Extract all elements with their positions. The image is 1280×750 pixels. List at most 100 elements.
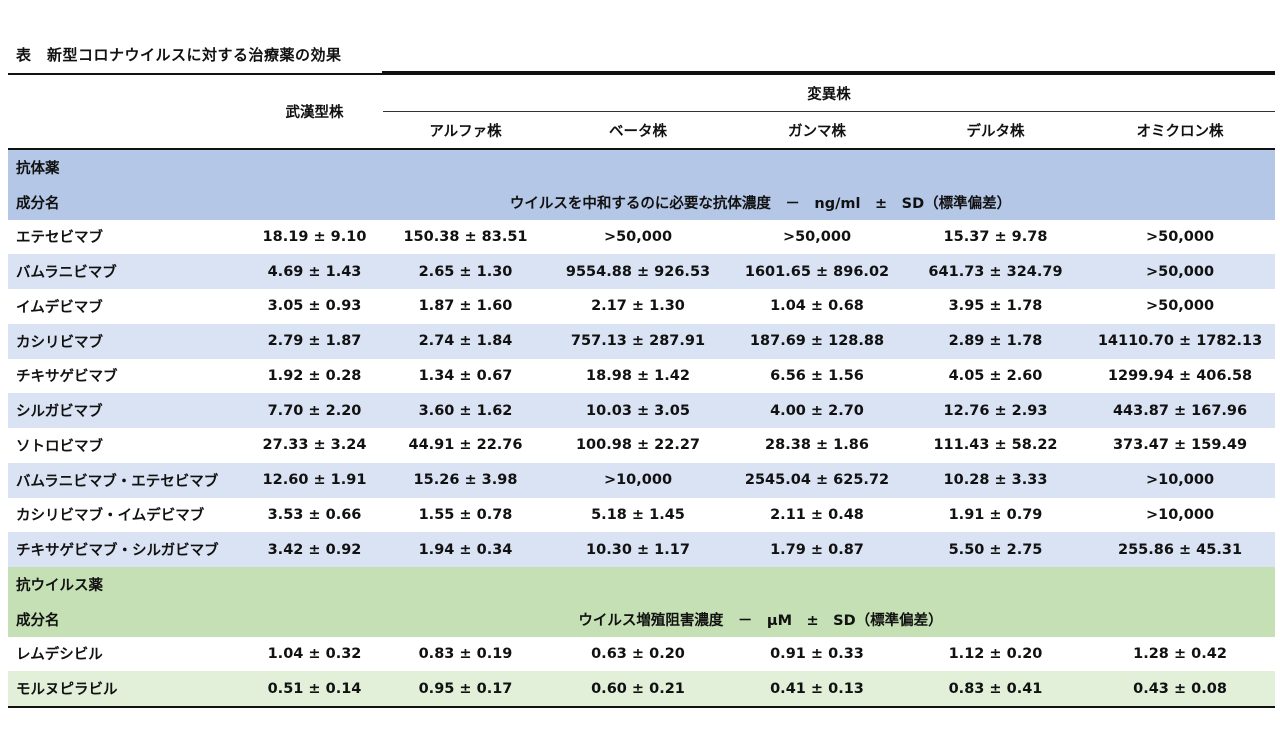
drug-name: バムラニビマブ・エテセビマブ	[8, 462, 246, 498]
header-strain-delta: デルタ株	[906, 111, 1085, 150]
table-row: カシリビマブ・イムデビマブ 3.53 ± 0.66 1.55 ± 0.78 5.18 …	[8, 497, 1276, 533]
antiviral-name-label: 成分名	[8, 601, 246, 637]
value-cell: 12.60 ± 1.91	[246, 462, 383, 498]
drug-name: バムラニビマブ	[8, 254, 246, 289]
antiviral-unit-label: ウイルス増殖阻害濃度 － μM ± SD（標準偏差）	[246, 601, 1276, 637]
value-cell: 0.43 ± 0.08	[1085, 671, 1276, 708]
value-cell: 1.28 ± 0.42	[1085, 636, 1276, 672]
value-cell: 5.50 ± 2.75	[906, 532, 1085, 567]
table-title: 表 新型コロナウイルスに対する治療薬の効果	[16, 46, 342, 64]
value-cell: 255.86 ± 45.31	[1085, 532, 1276, 567]
value-cell: 18.98 ± 1.42	[548, 358, 728, 394]
value-cell: 18.19 ± 9.10	[246, 219, 383, 255]
antiviral-section-label: 抗ウイルス薬	[8, 567, 246, 602]
value-cell: 0.51 ± 0.14	[246, 671, 383, 708]
value-cell: 1.91 ± 0.79	[906, 497, 1085, 533]
value-cell: 27.33 ± 3.24	[246, 428, 383, 463]
value-cell: 0.91 ± 0.33	[728, 636, 906, 672]
value-cell: 0.60 ± 0.21	[548, 671, 728, 708]
header-strain-gamma: ガンマ株	[728, 111, 906, 150]
value-cell: 1.92 ± 0.28	[246, 358, 383, 394]
value-cell: 150.38 ± 83.51	[383, 219, 548, 255]
table-row: ソトロビマブ 27.33 ± 3.24 44.91 ± 22.76 100.98 ± …	[8, 428, 1276, 463]
table-row: エテセビマブ 18.19 ± 9.10 150.38 ± 83.51 >50,000 >…	[8, 219, 1276, 255]
value-cell: 2.17 ± 1.30	[548, 289, 728, 324]
value-cell: 0.83 ± 0.41	[906, 671, 1085, 708]
value-cell: 2.11 ± 0.48	[728, 497, 906, 533]
value-cell: 6.56 ± 1.56	[728, 358, 906, 394]
value-cell: 0.95 ± 0.17	[383, 671, 548, 708]
value-cell: 44.91 ± 22.76	[383, 428, 548, 463]
value-cell: 187.69 ± 128.88	[728, 323, 906, 359]
value-cell: 2.79 ± 1.87	[246, 323, 383, 359]
table-row: チキサゲビマブ・シルガビマブ 3.42 ± 0.92 1.94 ± 0.34 10.3…	[8, 532, 1276, 567]
value-cell: 0.83 ± 0.19	[383, 636, 548, 672]
header-corner-lower	[8, 111, 246, 150]
value-cell: 4.05 ± 2.60	[906, 358, 1085, 394]
value-cell: 3.05 ± 0.93	[246, 289, 383, 324]
value-cell: >50,000	[1085, 289, 1276, 324]
value-cell: 28.38 ± 1.86	[728, 428, 906, 463]
value-cell: 0.63 ± 0.20	[548, 636, 728, 672]
value-cell: 1.79 ± 0.87	[728, 532, 906, 567]
value-cell: 15.37 ± 9.78	[906, 219, 1085, 255]
table-row: バムラニビマブ・エテセビマブ 12.60 ± 1.91 15.26 ± 3.98 >1…	[8, 462, 1276, 498]
value-cell: 757.13 ± 287.91	[548, 323, 728, 359]
table-row: イムデビマブ 3.05 ± 0.93 1.87 ± 1.60 2.17 ± 1.30 1…	[8, 289, 1276, 324]
value-cell: 373.47 ± 159.49	[1085, 428, 1276, 463]
value-cell: 4.69 ± 1.43	[246, 254, 383, 289]
value-cell: 100.98 ± 22.27	[548, 428, 728, 463]
antibody-section-label: 抗体薬	[8, 149, 246, 185]
header-wuhan: 武漢型株	[246, 73, 383, 150]
value-cell: >10,000	[1085, 497, 1276, 533]
value-cell: 1.34 ± 0.67	[383, 358, 548, 394]
value-cell: 1.87 ± 1.60	[383, 289, 548, 324]
drug-name: チキサゲビマブ	[8, 358, 246, 394]
value-cell: 3.53 ± 0.66	[246, 497, 383, 533]
antibody-name-label: 成分名	[8, 184, 246, 220]
value-cell: 10.30 ± 1.17	[548, 532, 728, 567]
value-cell: 1.94 ± 0.34	[383, 532, 548, 567]
value-cell: 1.04 ± 0.68	[728, 289, 906, 324]
value-cell: 2545.04 ± 625.72	[728, 462, 906, 498]
drug-name: イムデビマブ	[8, 289, 246, 324]
value-cell: 12.76 ± 2.93	[906, 393, 1085, 428]
value-cell: >50,000	[1085, 219, 1276, 255]
value-cell: 1299.94 ± 406.58	[1085, 358, 1276, 394]
value-cell: 111.43 ± 58.22	[906, 428, 1085, 463]
value-cell: 1.04 ± 0.32	[246, 636, 383, 672]
value-cell: 641.73 ± 324.79	[906, 254, 1085, 289]
value-cell: 2.89 ± 1.78	[906, 323, 1085, 359]
header-corner	[8, 73, 246, 112]
table-row: レムデシビル 1.04 ± 0.32 0.83 ± 0.19 0.63 ± 0.20 0…	[8, 636, 1276, 672]
value-cell: 10.28 ± 3.33	[906, 462, 1085, 498]
value-cell: 3.95 ± 1.78	[906, 289, 1085, 324]
value-cell: 9554.88 ± 926.53	[548, 254, 728, 289]
table-row: モルヌピラビル 0.51 ± 0.14 0.95 ± 0.17 0.60 ± 0.21…	[8, 671, 1276, 708]
drug-name: レムデシビル	[8, 636, 246, 672]
value-cell: 443.87 ± 167.96	[1085, 393, 1276, 428]
value-cell: 0.41 ± 0.13	[728, 671, 906, 708]
value-cell: >50,000	[548, 219, 728, 255]
value-cell: 4.00 ± 2.70	[728, 393, 906, 428]
drug-name: チキサゲビマブ・シルガビマブ	[8, 532, 246, 567]
title-rule	[382, 71, 1275, 73]
table-row: チキサゲビマブ 1.92 ± 0.28 1.34 ± 0.67 18.98 ± 1.4…	[8, 358, 1276, 394]
value-cell: 5.18 ± 1.45	[548, 497, 728, 533]
header-strain-alpha: アルファ株	[383, 111, 548, 150]
drug-name: シルガビマブ	[8, 393, 246, 428]
value-cell: 10.03 ± 3.05	[548, 393, 728, 428]
value-cell: 1601.65 ± 896.02	[728, 254, 906, 289]
value-cell: 3.42 ± 0.92	[246, 532, 383, 567]
drug-name: ソトロビマブ	[8, 428, 246, 463]
value-cell: >50,000	[728, 219, 906, 255]
value-cell: 1.55 ± 0.78	[383, 497, 548, 533]
value-cell: 3.60 ± 1.62	[383, 393, 548, 428]
value-cell: 15.26 ± 3.98	[383, 462, 548, 498]
table-row: カシリビマブ 2.79 ± 1.87 2.74 ± 1.84 757.13 ± 287…	[8, 323, 1276, 359]
header-variant: 変異株	[383, 73, 1276, 112]
value-cell: 14110.70 ± 1782.13	[1085, 323, 1276, 359]
drug-name: カシリビマブ・イムデビマブ	[8, 497, 246, 533]
value-cell: >50,000	[1085, 254, 1276, 289]
value-cell: 2.65 ± 1.30	[383, 254, 548, 289]
